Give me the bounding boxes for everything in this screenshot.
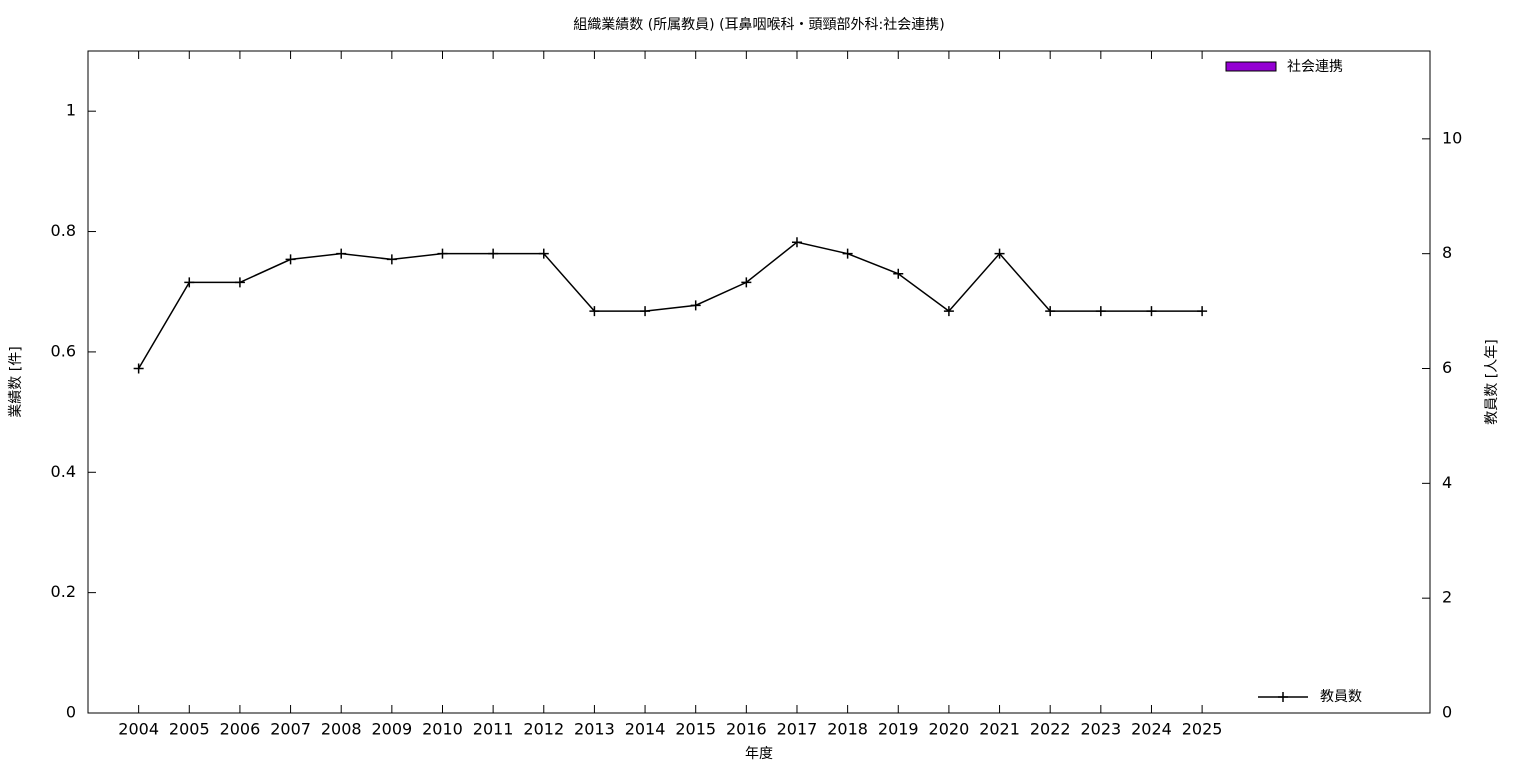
point-marker: [133, 363, 144, 374]
point-marker: [589, 306, 600, 317]
legend-swatch: [1225, 61, 1277, 72]
point-marker: [842, 248, 853, 259]
point-marker: [690, 300, 701, 311]
point-marker: [538, 248, 549, 259]
y-axis-label: 業績数 [件]: [8, 346, 24, 417]
point-marker: [640, 306, 651, 317]
y2-tick-label: 6: [1442, 358, 1452, 377]
plot-frame: [87, 50, 1431, 714]
point-marker: [184, 277, 195, 288]
x-axis-label: 年度: [745, 746, 773, 762]
x-tick-label: 2012: [523, 720, 564, 739]
point-marker: [943, 306, 954, 317]
x-tick-label: 2020: [929, 720, 970, 739]
x-tick-label: 2024: [1131, 720, 1172, 739]
point-marker: [1197, 306, 1208, 317]
y2-tick-label: 10: [1442, 128, 1462, 147]
point-marker: [1095, 306, 1106, 317]
point-marker: [893, 268, 904, 279]
y2-tick-label: 0: [1442, 703, 1452, 722]
x-tick-label: 2013: [574, 720, 615, 739]
x-tick-label: 2011: [473, 720, 514, 739]
x-tick-label: 2023: [1080, 720, 1121, 739]
chart-title: 組織業績数 (所属教員) (耳鼻咽喉科・頭頸部外科:社会連携): [573, 16, 944, 33]
point-marker: [1146, 306, 1157, 317]
x-tick-label: 2015: [675, 720, 716, 739]
legend-marker: [1278, 692, 1288, 702]
point-marker: [994, 248, 1005, 259]
y2-tick-label: 8: [1442, 243, 1452, 262]
legend-label: 教員数: [1320, 689, 1362, 705]
x-tick-label: 2019: [878, 720, 919, 739]
x-tick-label: 2017: [777, 720, 818, 739]
point-marker: [791, 237, 802, 248]
y-tick-label: 0.8: [51, 221, 76, 240]
point-marker: [234, 277, 245, 288]
point-marker: [488, 248, 499, 259]
x-tick-label: 2006: [220, 720, 261, 739]
y2-tick-label: 4: [1442, 473, 1452, 492]
x-tick-label: 2018: [827, 720, 868, 739]
legend-label: 社会連携: [1287, 59, 1343, 75]
point-marker: [741, 277, 752, 288]
x-tick-label: 2010: [422, 720, 463, 739]
x-tick-label: 2008: [321, 720, 362, 739]
x-tick-label: 2016: [726, 720, 767, 739]
point-marker: [336, 248, 347, 259]
y-tick-label: 0.2: [51, 582, 76, 601]
x-tick-label: 2021: [979, 720, 1020, 739]
point-marker: [285, 254, 296, 265]
point-marker: [386, 254, 397, 265]
x-tick-label: 2022: [1030, 720, 1071, 739]
point-marker: [437, 248, 448, 259]
x-tick-label: 2014: [625, 720, 666, 739]
y-tick-label: 0.4: [51, 462, 76, 481]
x-tick-label: 2007: [270, 720, 311, 739]
y-tick-label: 0.6: [51, 341, 76, 360]
x-tick-label: 2004: [118, 720, 159, 739]
line: [137, 241, 1203, 369]
y-tick-label: 0: [66, 703, 76, 722]
x-tick-label: 2009: [371, 720, 412, 739]
x-tick-label: 2025: [1182, 720, 1223, 739]
y-tick-label: 1: [66, 101, 76, 120]
x-tick-label: 2005: [169, 720, 210, 739]
y2-tick-label: 2: [1442, 588, 1452, 607]
y2-axis-label: 教員数 [人年]: [1484, 339, 1500, 424]
point-marker: [1045, 306, 1056, 317]
